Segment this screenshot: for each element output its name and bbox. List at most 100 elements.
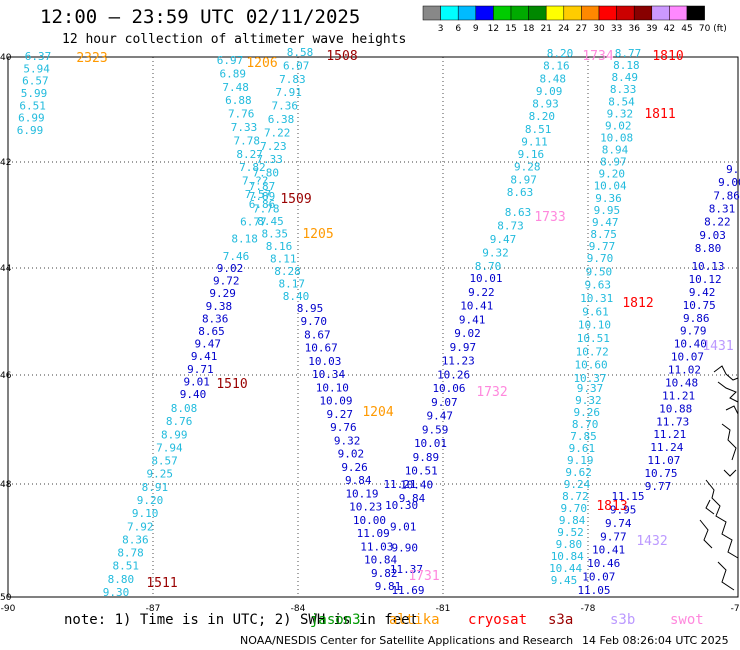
wave-height-label: 9.45: [551, 574, 578, 587]
wave-height-label: 11.21: [653, 428, 686, 441]
wave-height-label: 9.25: [146, 468, 173, 481]
wave-height-label: 7.82: [239, 161, 266, 174]
wave-height-label: 8.16: [543, 60, 570, 73]
wave-height-label: 9.16: [518, 148, 545, 161]
wave-height-label: 8.27: [236, 148, 263, 161]
wave-height-label: 7.36: [272, 100, 299, 113]
legend-swatch: [545, 5, 565, 21]
wave-height-label: 6.07: [283, 59, 310, 72]
wave-height-label: 8.54: [608, 95, 635, 108]
wave-height-label: 11.02: [668, 364, 701, 377]
wave-height-label: 9.32: [334, 434, 361, 447]
pass-labels: 2323 1206 1508 1734 1810 1811 1509 1205 1733 1812…: [76, 49, 733, 591]
pass-number-label: 1813: [596, 499, 627, 514]
wave-height-label: 9.84: [345, 474, 372, 487]
wave-height-label: 7.76: [228, 108, 255, 121]
wave-height-label: 9.01: [183, 375, 210, 388]
wave-height-label: 9.32: [575, 394, 602, 407]
wave-height-label: 11.73: [656, 415, 689, 428]
wave-height-label: 8.28: [274, 265, 301, 278]
wave-height-label: 9.71: [187, 363, 214, 376]
wave-height-label: 11.15: [611, 490, 644, 503]
lat-lon-grid: [7, 56, 739, 598]
wave-height-label: 10.06: [432, 382, 465, 395]
wave-height-label: 9.42: [689, 286, 716, 299]
sat-jason3: jason3: [310, 612, 361, 628]
wave-height-label: 10.67: [305, 342, 338, 355]
wave-height-label: 11.37: [390, 563, 423, 576]
pass-number-label: 1733: [534, 210, 565, 225]
wave-height-label: 9.77: [600, 530, 627, 543]
wave-height-label: 11.23: [442, 355, 475, 368]
color-legend: 3 6 9 12 15 18 21 24 27 30 33 36 39 42 45 70 (ft): [422, 5, 727, 34]
wave-height-label: 11.07: [647, 454, 680, 467]
wave-height-label: 9.82: [371, 567, 398, 580]
wave-height-label: 10.75: [683, 299, 716, 312]
wave-height-label: 6.89: [220, 67, 247, 80]
wave-height-label: 9.72: [213, 275, 240, 288]
legend-tick-label: 30: [593, 24, 605, 34]
wave-height-label: 9.10: [132, 507, 159, 520]
wave-height-label: 8.72: [562, 490, 589, 503]
legend-tick-label: 24: [558, 24, 570, 34]
legend-tick-label: 21: [540, 24, 551, 34]
pass-number-label: 1206: [246, 56, 277, 71]
wave-height-label: 10.60: [575, 359, 608, 372]
sat-cryosat: cryosat: [468, 612, 528, 628]
wave-height-label: 8.16: [266, 240, 293, 253]
legend-swatch: [669, 5, 688, 21]
wave-height-label: 7.48: [222, 81, 249, 94]
pass-number-label: 1734: [582, 49, 613, 64]
wave-height-label: 9.09: [536, 85, 563, 98]
lon-tick-label: -90: [1, 604, 16, 614]
wave-height-label: 10.03: [308, 355, 341, 368]
wave-height-label: 7.87: [249, 180, 276, 193]
wave-height-label: 9.79: [680, 325, 707, 338]
legend-swatch: [563, 5, 582, 21]
legend-tick-label: 36: [628, 24, 640, 34]
wave-height-label: 9.50: [586, 265, 613, 278]
wave-height-label: 9.26: [341, 461, 368, 474]
footer-notes: note: 1) Time is in UTC; 2) SWH is in fe…: [64, 612, 419, 628]
wave-height-label: 10.44: [549, 562, 582, 575]
wave-height-label: 9.03: [699, 229, 726, 242]
legend-swatch: [651, 5, 670, 21]
wave-height-label: 9.37: [577, 382, 604, 395]
wave-height-label: 9.24: [564, 478, 591, 491]
wave-height-label: 10.01: [414, 437, 447, 450]
wave-height-label: 6.99: [18, 112, 45, 125]
wave-height-label: 10.37: [573, 372, 606, 385]
wave-height-label: 9.38: [206, 300, 233, 313]
legend-tick-label: 6: [455, 24, 461, 34]
wave-height-label: 8.70: [572, 418, 599, 431]
wave-height-label: 9.74: [605, 517, 632, 530]
wave-height-label: 10.13: [691, 260, 724, 273]
wave-height-label: 8.80: [695, 242, 722, 255]
wave-height-label: 10.34: [312, 368, 345, 381]
wave-height-label: 7.91: [275, 86, 302, 99]
wave-height-label: 10.12: [688, 273, 721, 286]
wave-height-label: 8.35: [262, 228, 289, 241]
pass-number-label: 1511: [146, 576, 177, 591]
pass-number-label: 1431: [702, 339, 733, 354]
pass-number-label: 1810: [652, 49, 683, 64]
wave-height-label: 10.30: [385, 499, 418, 512]
wave-height-label: 8.20: [529, 110, 556, 123]
wave-height-label: 10.40: [674, 338, 707, 351]
wave-height-label: 10.72: [576, 345, 609, 358]
legend-tick-label: 33: [611, 24, 622, 34]
wave-height-label: 8.51: [525, 123, 552, 136]
legend-swatch: [510, 5, 529, 21]
wave-height-label: 7.94: [156, 441, 183, 454]
legend-tick-label: 42: [664, 24, 675, 34]
pass-number-label: 1732: [476, 385, 507, 400]
legend-swatch: [616, 5, 635, 21]
legend-swatch: [581, 5, 600, 21]
legend-swatch: [598, 5, 617, 21]
wave-height-label: 10.88: [659, 402, 692, 415]
wave-height-label: 8.33: [610, 83, 637, 96]
wave-height-label: 8.97: [510, 173, 537, 186]
wave-height-label: 10.51: [577, 332, 610, 345]
wave-height-label: 8.77: [615, 47, 642, 60]
wave-height-label: 8.11: [270, 253, 297, 266]
